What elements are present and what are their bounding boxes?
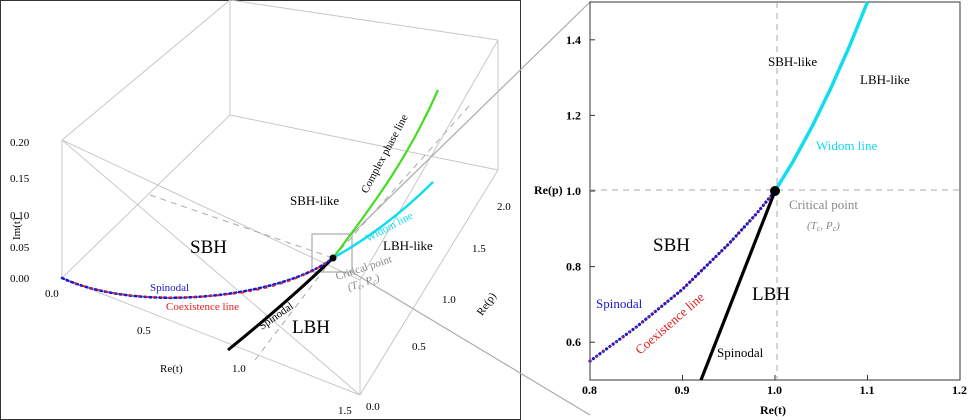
y3-tick-3: 1.5 — [472, 243, 486, 255]
x-tick-label-0: 0.8 — [582, 383, 597, 397]
y-axis-ticks-3d: 0.0 0.5 1.0 1.5 2.0 — [366, 201, 511, 413]
z-tick-2: 0.10 — [10, 210, 30, 222]
series-2d-3-widom-line — [773, 1, 870, 192]
spinodal-blue-label-2d: Spinodal — [596, 296, 643, 311]
series-2d-1-coexistence-line — [589, 190, 776, 363]
spinodal-black-label-2d: Spinodal — [717, 345, 764, 360]
zoom-connector-bottom — [351, 271, 591, 416]
y3-tick-4: 2.0 — [497, 201, 511, 213]
critical-point-label-2d: Critical point — [789, 197, 858, 212]
z-axis-ticks: 0.00 0.05 0.10 0.15 0.20 — [10, 137, 30, 285]
x-axis-ticks-3d: 0.0 0.5 1.0 1.5 — [45, 288, 352, 417]
y-tick-label-3: 1.2 — [566, 108, 581, 122]
y-axis-label-2d: Re(p) — [534, 183, 563, 197]
widom-label-2d: Widom line — [816, 138, 877, 153]
y-axis-label-3d: Re(p) — [475, 290, 499, 318]
critical-point-label-3d: Critical point (Tc, Pc) — [334, 253, 393, 294]
ticks-2d: 0.8 0.9 1.0 1.1 1.2 0.6 0.8 1.0 1.2 1.4 — [566, 33, 967, 397]
x-tick-label-4: 1.2 — [952, 383, 967, 397]
left-panel-frame — [0, 0, 521, 420]
z-tick-0: 0.00 — [10, 273, 30, 285]
z-tick-3: 0.15 — [10, 173, 30, 185]
dashed-reference-lines-3d — [149, 104, 471, 361]
critical-point-marker-2d — [770, 186, 780, 196]
y-tick-label-2: 1.0 — [566, 184, 581, 198]
spinodal-black-label-3d: Spinodal — [257, 300, 296, 332]
z-tick-1: 0.05 — [10, 242, 30, 254]
coexistence-label-3d: Coexistence line — [166, 301, 239, 313]
x3-tick-0: 0.0 — [45, 288, 59, 300]
y-tick-label-1: 0.8 — [566, 260, 581, 274]
sbh-label-3d: SBH — [190, 237, 227, 258]
y3-tick-1: 0.5 — [412, 341, 426, 353]
coexistence-curve-3d — [74, 259, 331, 299]
z-axis-label: Im(t) — [11, 217, 23, 240]
x-tick-label-1: 0.9 — [675, 383, 690, 397]
lbh-like-label-2d: LBH-like — [860, 72, 910, 87]
x-tick-label-2: 1.0 — [767, 383, 782, 397]
critical-point-marker-3d — [329, 254, 337, 262]
x-axis-label-2d: Re(t) — [760, 403, 786, 417]
x3-tick-2: 1.0 — [232, 363, 246, 375]
critical-point-symbol-2d: (Tc, Pc) — [807, 220, 840, 233]
y-tick-label-0: 0.6 — [566, 335, 581, 349]
x-tick-label-3: 1.1 — [860, 383, 875, 397]
z-tick-4: 0.20 — [10, 137, 30, 149]
plot-2d: 0.8 0.9 1.0 1.1 1.2 0.6 0.8 1.0 1.2 1.4 — [566, 1, 967, 397]
spinodal-blue-curve-3d — [60, 256, 335, 300]
y3-tick-0: 0.0 — [366, 401, 380, 413]
lbh-label-3d: LBH — [292, 317, 330, 338]
lbh-like-label-3d: LBH-like — [383, 238, 433, 253]
sbh-like-label-3d: SBH-like — [290, 193, 339, 208]
sbh-label-2d: SBH — [653, 235, 690, 256]
sbh-like-label-2d: SBH-like — [768, 54, 817, 69]
spinodal-black-curve-3d — [227, 256, 335, 352]
y3-tick-2: 1.0 — [442, 294, 456, 306]
box-edges — [61, 0, 499, 396]
widom-line-curve-3d — [332, 181, 434, 260]
spinodal-blue-label-3d: Spinodal — [150, 282, 189, 294]
series-2d-2-spinodal — [699, 190, 777, 381]
x-axis-label-3d: Re(t) — [160, 363, 183, 375]
curves-2d — [588, 1, 870, 381]
series-2d-0-spinodal — [588, 189, 777, 363]
x3-tick-3: 1.5 — [338, 405, 352, 417]
complex-phase-label-3d: Complex phase line — [359, 113, 411, 196]
zoom-connector-top — [351, 1, 591, 235]
zoom-box — [311, 233, 353, 273]
x3-tick-1: 0.5 — [137, 325, 151, 337]
complex-phase-line-curve — [332, 89, 440, 259]
lbh-label-2d: LBH — [752, 284, 790, 305]
curves-3d — [60, 89, 440, 352]
y-tick-label-4: 1.4 — [566, 33, 581, 47]
